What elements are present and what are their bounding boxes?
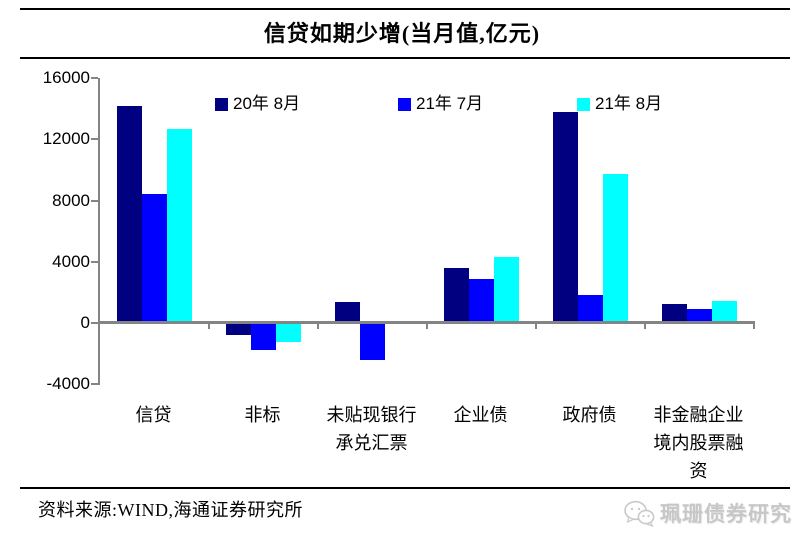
top-divider	[20, 8, 790, 10]
bar	[469, 279, 494, 323]
legend-swatch	[215, 98, 228, 111]
bar	[276, 323, 301, 342]
y-tick-mark	[91, 260, 98, 263]
x-tick-mark	[535, 322, 537, 329]
y-tick-label: -4000	[46, 374, 90, 394]
category-label: 企业债	[453, 405, 508, 425]
wechat-icon	[624, 500, 655, 527]
legend-swatch	[398, 98, 411, 111]
title-divider	[20, 57, 790, 59]
footer-divider	[20, 487, 790, 489]
category-label: 政府债	[562, 405, 617, 425]
legend-label: 21年 8月	[595, 94, 663, 113]
y-axis-line	[98, 78, 100, 385]
watermark: 珮珊债券研究	[623, 498, 792, 528]
y-tick-mark	[91, 138, 98, 141]
source-note: 资料来源:WIND,海通证券研究所	[38, 500, 303, 520]
bar	[444, 268, 469, 323]
y-tick-label: 4000	[52, 251, 90, 271]
x-tick-mark	[208, 322, 210, 329]
bar	[578, 295, 603, 323]
y-tick-label: 12000	[42, 129, 90, 149]
y-tick-mark	[91, 383, 98, 386]
bar	[712, 301, 737, 323]
x-tick-mark	[426, 322, 428, 329]
bar	[360, 323, 385, 360]
bar	[117, 106, 142, 323]
bar	[226, 323, 251, 335]
bar	[687, 309, 712, 323]
y-tick-mark	[91, 322, 98, 324]
bar	[142, 194, 167, 323]
legend-swatch	[577, 98, 590, 111]
y-tick-label: 8000	[52, 190, 90, 210]
watermark-text: 珮珊债券研究	[660, 502, 792, 526]
category-label: 非金融企业 境内股票融资	[653, 405, 744, 481]
chart-title: 信贷如期少增(当月值,亿元)	[263, 21, 541, 46]
category-label: 未贴现银行 承兑汇票	[326, 405, 417, 453]
bar	[251, 323, 276, 350]
y-tick-label: 16000	[42, 68, 90, 87]
y-tick-mark	[91, 199, 98, 202]
x-tick-mark	[317, 322, 319, 329]
bar	[553, 112, 578, 323]
bar	[335, 302, 360, 323]
category-label: 信贷	[135, 405, 172, 425]
y-tick-mark	[91, 77, 98, 79]
legend-label: 20年 8月	[233, 94, 301, 113]
y-tick-label: 0	[80, 313, 90, 332]
bar	[494, 257, 519, 323]
bar	[167, 129, 192, 323]
bar	[662, 304, 687, 323]
x-tick-mark	[644, 322, 646, 329]
legend-label: 21年 7月	[416, 94, 484, 113]
bar	[603, 174, 628, 323]
x-tick-mark	[753, 322, 755, 329]
category-label: 非标	[244, 405, 281, 425]
